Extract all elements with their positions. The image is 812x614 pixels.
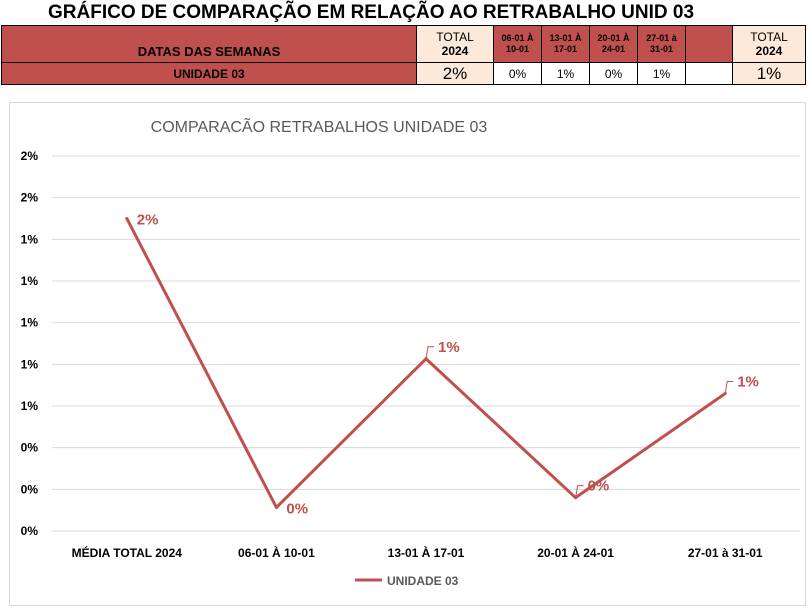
empty-value-cell — [685, 62, 733, 85]
chart-legend: UNIDADE 03 — [355, 574, 459, 588]
data-label: 0% — [286, 500, 308, 517]
total-header-cell: TOTAL 2024 — [416, 25, 494, 63]
week-value-1: 0% — [493, 62, 542, 85]
week-header-3-line1: 20-01 À — [597, 33, 630, 43]
y-tick-label: 1% — [21, 316, 39, 330]
x-axis-tick-labels: MÉDIA TOTAL 2024 06-01 À 10-01 13-01 À 17-… — [72, 545, 763, 560]
y-tick-label: 1% — [21, 399, 39, 413]
legend-label: UNIDADE 03 — [387, 574, 459, 588]
total2-header-line1: TOTAL — [750, 30, 788, 44]
x-tick-label: 20-01 À 24-01 — [537, 545, 614, 560]
week-header-1-line2: 10-01 — [505, 44, 530, 54]
week-header-3: 20-01 À 24-01 — [589, 25, 638, 63]
label-leader-line — [425, 346, 434, 359]
table-header-row: DATAS DAS SEMANAS TOTAL 2024 06-01 À 10-… — [1, 25, 806, 63]
series-line — [125, 217, 727, 509]
total-value: 2% — [416, 62, 494, 85]
line-chart: COMPARACÃO RETRABALHOS UNIDADE 03 0%0%0%… — [21, 116, 800, 588]
label-leader-line — [724, 381, 734, 394]
chart-gridlines — [52, 155, 800, 532]
data-label: 1% — [737, 374, 759, 391]
week-header-2: 13-01 À 17-01 — [541, 25, 590, 63]
y-tick-label: 1% — [21, 232, 39, 246]
total-header-line2: 2024 — [441, 44, 469, 58]
x-tick-label: 13-01 À 17-01 — [388, 545, 465, 560]
total2-header-line2: 2024 — [755, 44, 783, 58]
data-point — [274, 505, 278, 509]
total2-header-cell: TOTAL 2024 — [732, 25, 806, 63]
y-tick-label: 2% — [21, 191, 39, 205]
week-header-4-line2: 31-01 — [649, 44, 674, 54]
week-header-4-line1: 27-01 à — [646, 33, 677, 43]
total2-value: 1% — [732, 62, 806, 85]
chart-title: COMPARACÃO RETRABALHOS UNIDADE 03 — [151, 116, 488, 136]
header-label: DATAS DAS SEMANAS — [137, 43, 281, 59]
week-header-1-line1: 06-01 À — [501, 33, 534, 43]
y-tick-label: 0% — [21, 524, 39, 538]
data-label: 1% — [438, 339, 460, 356]
x-tick-label: MÉDIA TOTAL 2024 — [72, 545, 183, 560]
y-tick-label: 0% — [21, 482, 39, 496]
y-axis-tick-labels: 0% 0% 0% 1% 1% 1% 1% 1% 2% 2% — [21, 149, 39, 538]
y-tick-label: 0% — [21, 441, 39, 455]
y-tick-label: 1% — [21, 274, 39, 288]
week-header-4: 27-01 à 31-01 — [637, 25, 686, 63]
summary-table: DATAS DAS SEMANAS TOTAL 2024 06-01 À 10-… — [1, 25, 806, 85]
y-tick-label: 1% — [21, 357, 39, 371]
week-header-1: 06-01 À 10-01 — [493, 25, 542, 63]
x-tick-label: 27-01 à 31-01 — [688, 546, 763, 560]
week-value-2: 1% — [541, 62, 590, 85]
total-header-line1: TOTAL — [436, 30, 474, 44]
data-label: 0% — [588, 478, 610, 495]
spacer-cell — [685, 25, 733, 63]
week-header-2-line2: 17-01 — [553, 44, 578, 54]
data-label: 2% — [137, 212, 159, 229]
table-value-row: UNIDADE 03 2% 0% 1% 0% 1% 1% — [1, 62, 806, 85]
x-tick-label: 06-01 À 10-01 — [238, 545, 315, 560]
header-label-cell: DATAS DAS SEMANAS — [1, 25, 417, 63]
week-header-3-line2: 24-01 — [601, 44, 626, 54]
row-label: UNIDADE 03 — [1, 62, 417, 85]
chart-series: 2% 0% 1% 0% 1% — [125, 212, 759, 517]
page-title: GRÁFICO DE COMPARAÇÃO EM RELAÇÃO AO RETR… — [48, 2, 695, 23]
y-tick-label: 2% — [21, 149, 39, 163]
label-leader-line — [575, 485, 584, 498]
week-value-3: 0% — [589, 62, 638, 85]
week-value-4: 1% — [637, 62, 686, 85]
data-point — [125, 217, 129, 220]
week-header-2-line1: 13-01 À — [549, 33, 582, 43]
chart-area: COMPARACÃO RETRABALHOS UNIDADE 03 0% 0% 0%… — [9, 102, 806, 606]
